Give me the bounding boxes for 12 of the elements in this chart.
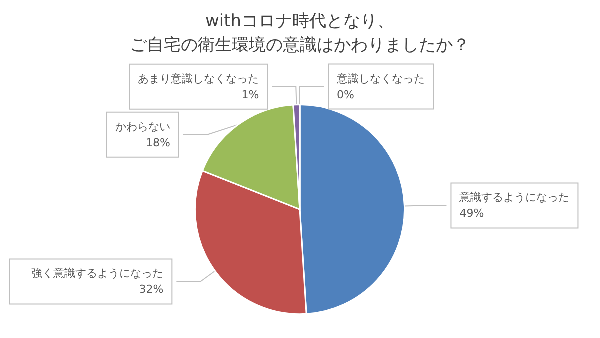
slice-label: 強く意識するようになった xyxy=(32,267,164,280)
slice-label: あまり意識しなくなった xyxy=(138,72,260,86)
chart-subtitle: ご自宅の衛生環境の意識はかわりましたか？ xyxy=(130,36,470,56)
slice-label: かわらない xyxy=(115,120,170,134)
data-label: 1% xyxy=(242,88,260,102)
data-label: 49% xyxy=(460,207,484,220)
chart-title: withコロナ時代となり、 xyxy=(205,12,395,32)
text: 0% xyxy=(337,88,354,102)
category-label: 意識しなくなった xyxy=(337,72,425,86)
data-label: 18% xyxy=(146,136,170,150)
data-label: 32% xyxy=(139,283,164,296)
slice-label: 意識するようになった xyxy=(458,191,570,204)
